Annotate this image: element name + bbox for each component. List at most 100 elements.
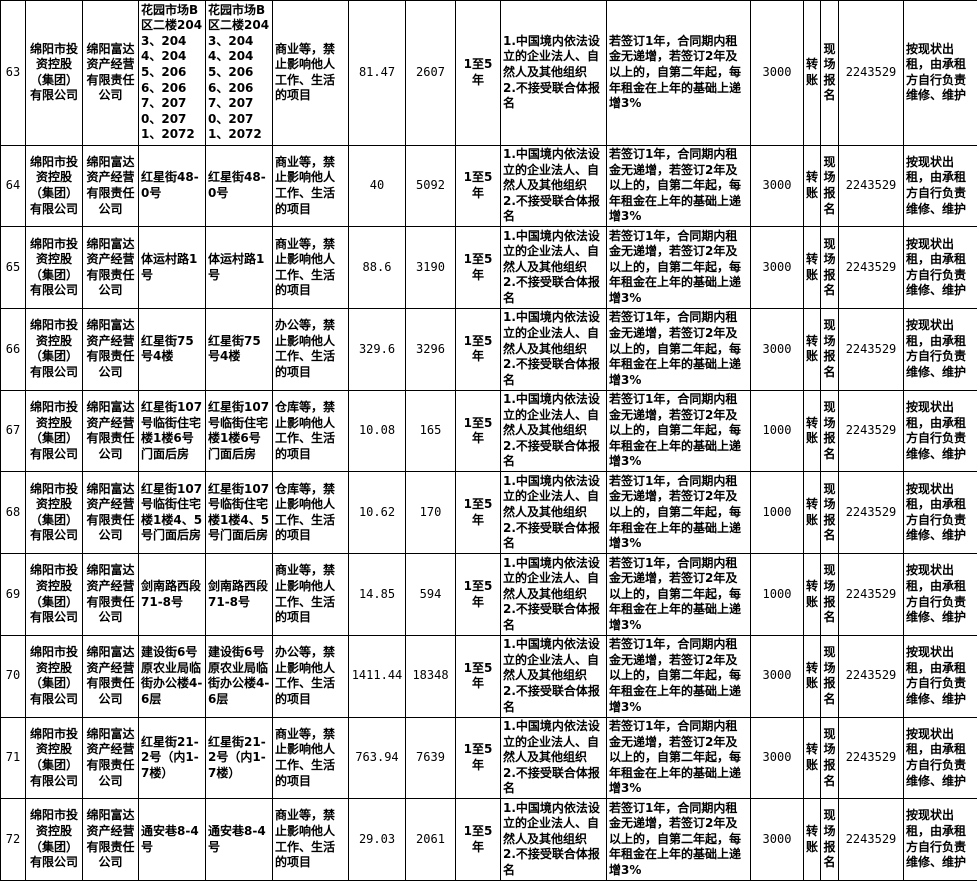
row-index: 72: [0, 798, 26, 881]
starting-price: 3190: [405, 226, 456, 310]
signup-method: 现场报名: [820, 471, 839, 555]
deposit-amount: 3000: [750, 798, 804, 881]
bidder-qualification: 1.中国境内依法设立的企业法人、自然人及其他组织 2.不接受联合体报名: [500, 553, 607, 636]
lease-term: 1至5年: [455, 226, 501, 310]
row-index: 63: [0, 0, 26, 146]
row-index: 71: [0, 716, 26, 800]
building-area: 1411.44: [348, 634, 406, 718]
contact-phone: 2243529: [838, 553, 904, 636]
property-address-alt: 红星街21-2号（内1-7楼）: [205, 716, 273, 800]
property-address: 花园市场B区二楼2043、2044、2045、2066、2067、2070、20…: [138, 0, 206, 146]
maintenance-terms: 按现状出租，由承租方自行负责维修、维护: [903, 553, 977, 636]
permitted-usage: 商业等，禁止影响他人工作、生活的项目: [272, 144, 349, 228]
permitted-usage: 仓库等，禁止影响他人工作、生活的项目: [272, 389, 349, 473]
owner-unit: 绵阳市投资控股（集团）有限公司: [25, 308, 83, 391]
deposit-amount: 3000: [750, 144, 804, 228]
signup-method: 现场报名: [820, 716, 839, 800]
permitted-usage: 仓库等，禁止影响他人工作、生活的项目: [272, 471, 349, 555]
starting-price: 2607: [405, 0, 456, 146]
lease-term: 1至5年: [455, 798, 501, 881]
maintenance-terms: 按现状出租，由承租方自行负责维修、维护: [903, 308, 977, 391]
bidder-qualification: 1.中国境内依法设立的企业法人、自然人及其他组织 2.不接受联合体报名: [500, 798, 607, 881]
starting-price: 170: [405, 471, 456, 555]
property-address: 剑南路西段71-8号: [138, 553, 206, 636]
deposit-amount: 1000: [750, 553, 804, 636]
property-address-alt: 通安巷8-4号: [205, 798, 273, 881]
bidder-qualification: 1.中国境内依法设立的企业法人、自然人及其他组织 2.不接受联合体报名: [500, 389, 607, 473]
row-index: 67: [0, 389, 26, 473]
contact-phone: 2243529: [838, 308, 904, 391]
manager-unit: 绵阳富达资产经营有限责任公司: [82, 308, 139, 391]
table-row: 63 绵阳市投资控股（集团）有限公司 绵阳富达资产经营有限责任公司 花园市场B区二楼2…: [0, 0, 977, 146]
permitted-usage: 商业等，禁止影响他人工作、生活的项目: [272, 226, 349, 310]
manager-unit: 绵阳富达资产经营有限责任公司: [82, 0, 139, 146]
permitted-usage: 商业等，禁止影响他人工作、生活的项目: [272, 798, 349, 881]
contact-phone: 2243529: [838, 389, 904, 473]
property-address-alt: 剑南路西段71-8号: [205, 553, 273, 636]
maintenance-terms: 按现状出租，由承租方自行负责维修、维护: [903, 471, 977, 555]
signup-method: 现场报名: [820, 144, 839, 228]
property-address: 红星街75号4楼: [138, 308, 206, 391]
payment-method: 转账: [803, 716, 821, 800]
table-row: 69 绵阳市投资控股（集团）有限公司 绵阳富达资产经营有限责任公司 剑南路西段71-8…: [0, 553, 977, 636]
rent-increment-rule: 若签订1年，合同期内租金无递增，若签订2年及以上的，自第二年起，每年租金在上年的…: [606, 471, 751, 555]
signup-method: 现场报名: [820, 308, 839, 391]
building-area: 14.85: [348, 553, 406, 636]
payment-method: 转账: [803, 389, 821, 473]
rent-increment-rule: 若签订1年，合同期内租金无递增，若签订2年及以上的，自第二年起，每年租金在上年的…: [606, 634, 751, 718]
property-address-alt: 建设街6号原农业局临街办公楼4-6层: [205, 634, 273, 718]
manager-unit: 绵阳富达资产经营有限责任公司: [82, 798, 139, 881]
property-address-alt: 红星街48-0号: [205, 144, 273, 228]
deposit-amount: 1000: [750, 389, 804, 473]
manager-unit: 绵阳富达资产经营有限责任公司: [82, 144, 139, 228]
owner-unit: 绵阳市投资控股（集团）有限公司: [25, 634, 83, 718]
permitted-usage: 办公等，禁止影响他人工作、生活的项目: [272, 634, 349, 718]
rent-increment-rule: 若签订1年，合同期内租金无递增，若签订2年及以上的，自第二年起，每年租金在上年的…: [606, 798, 751, 881]
rent-increment-rule: 若签订1年，合同期内租金无递增，若签订2年及以上的，自第二年起，每年租金在上年的…: [606, 144, 751, 228]
owner-unit: 绵阳市投资控股（集团）有限公司: [25, 716, 83, 800]
payment-method: 转账: [803, 471, 821, 555]
property-address: 红星街48-0号: [138, 144, 206, 228]
owner-unit: 绵阳市投资控股（集团）有限公司: [25, 0, 83, 146]
table-row: 66 绵阳市投资控股（集团）有限公司 绵阳富达资产经营有限责任公司 红星街75号4楼红…: [0, 308, 977, 391]
bidder-qualification: 1.中国境内依法设立的企业法人、自然人及其他组织 2.不接受联合体报名: [500, 0, 607, 146]
manager-unit: 绵阳富达资产经营有限责任公司: [82, 553, 139, 636]
permitted-usage: 商业等，禁止影响他人工作、生活的项目: [272, 716, 349, 800]
signup-method: 现场报名: [820, 389, 839, 473]
table-row: 68 绵阳市投资控股（集团）有限公司 绵阳富达资产经营有限责任公司 红星街107号临街…: [0, 471, 977, 555]
deposit-amount: 3000: [750, 308, 804, 391]
bidder-qualification: 1.中国境内依法设立的企业法人、自然人及其他组织 2.不接受联合体报名: [500, 716, 607, 800]
permitted-usage: 办公等，禁止影响他人工作、生活的项目: [272, 308, 349, 391]
rent-increment-rule: 若签订1年，合同期内租金无递增，若签订2年及以上的，自第二年起，每年租金在上年的…: [606, 308, 751, 391]
bidder-qualification: 1.中国境内依法设立的企业法人、自然人及其他组织 2.不接受联合体报名: [500, 226, 607, 310]
deposit-amount: 3000: [750, 226, 804, 310]
lease-term: 1至5年: [455, 144, 501, 228]
lease-term: 1至5年: [455, 0, 501, 146]
payment-method: 转账: [803, 553, 821, 636]
deposit-amount: 3000: [750, 634, 804, 718]
lease-term: 1至5年: [455, 634, 501, 718]
owner-unit: 绵阳市投资控股（集团）有限公司: [25, 226, 83, 310]
property-address-alt: 红星街107号临街住宅楼1楼6号门面后房: [205, 389, 273, 473]
payment-method: 转账: [803, 634, 821, 718]
property-address-alt: 红星街75号4楼: [205, 308, 273, 391]
table-row: 64 绵阳市投资控股（集团）有限公司 绵阳富达资产经营有限责任公司 红星街48-0号红…: [0, 144, 977, 228]
property-address-alt: 体运村路1号: [205, 226, 273, 310]
property-address: 通安巷8-4号: [138, 798, 206, 881]
rent-increment-rule: 若签订1年，合同期内租金无递增，若签订2年及以上的，自第二年起，每年租金在上年的…: [606, 226, 751, 310]
rent-increment-rule: 若签订1年，合同期内租金无递增，若签订2年及以上的，自第二年起，每年租金在上年的…: [606, 0, 751, 146]
manager-unit: 绵阳富达资产经营有限责任公司: [82, 716, 139, 800]
building-area: 10.62: [348, 471, 406, 555]
maintenance-terms: 按现状出租，由承租方自行负责维修、维护: [903, 798, 977, 881]
bidder-qualification: 1.中国境内依法设立的企业法人、自然人及其他组织 2.不接受联合体报名: [500, 471, 607, 555]
rent-increment-rule: 若签订1年，合同期内租金无递增，若签订2年及以上的，自第二年起，每年租金在上年的…: [606, 716, 751, 800]
table-row: 67 绵阳市投资控股（集团）有限公司 绵阳富达资产经营有限责任公司 红星街107号临街…: [0, 389, 977, 473]
manager-unit: 绵阳富达资产经营有限责任公司: [82, 226, 139, 310]
contact-phone: 2243529: [838, 716, 904, 800]
contact-phone: 2243529: [838, 0, 904, 146]
property-address-alt: 红星街107号临街住宅楼1楼4、5号门面后房: [205, 471, 273, 555]
payment-method: 转账: [803, 0, 821, 146]
building-area: 10.08: [348, 389, 406, 473]
